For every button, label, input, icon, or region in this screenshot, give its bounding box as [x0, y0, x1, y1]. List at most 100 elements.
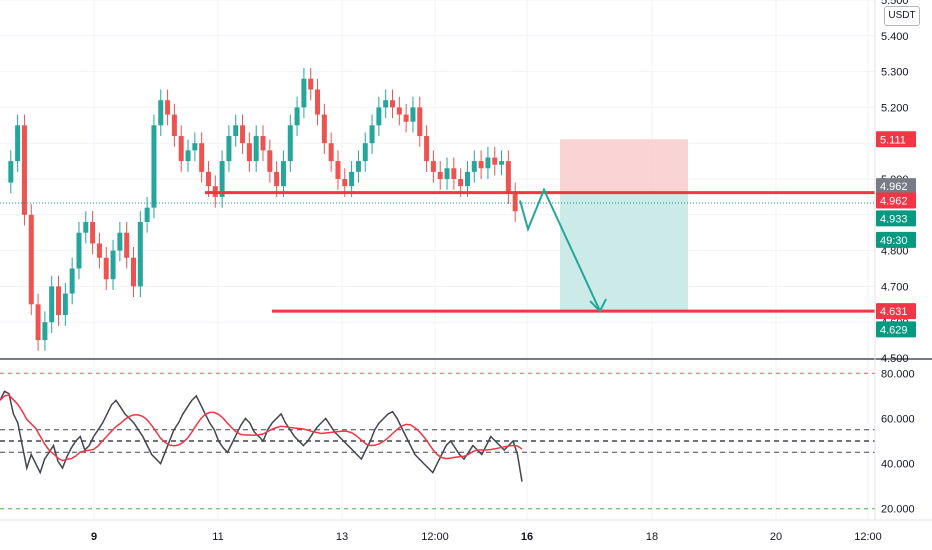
candle-body: [376, 107, 382, 126]
candle-body: [512, 193, 518, 212]
candle-body: [342, 179, 348, 187]
rsi-y-tick-label: 40.000: [881, 459, 915, 471]
risk-zone: [560, 139, 688, 193]
x-tick-label: 9: [91, 531, 97, 543]
price-tag-label: 4.933: [880, 213, 908, 225]
candle-body: [103, 257, 109, 280]
y-tick-label: 4.800: [881, 246, 909, 258]
candle-body: [117, 232, 123, 251]
candle-body: [96, 243, 102, 258]
candle-body: [437, 171, 443, 179]
price-tag: [876, 210, 916, 227]
price-tag-label: 4.631: [880, 306, 908, 318]
rsi-line: [0, 390, 523, 482]
horizontal-levels: [205, 191, 875, 313]
candle-body: [90, 221, 96, 244]
candle-body: [294, 107, 300, 126]
candle-body: [362, 143, 368, 162]
candle-body: [219, 161, 225, 197]
candle-body: [287, 125, 293, 162]
x-tick-label: 12:00: [854, 531, 882, 543]
candle-body: [369, 125, 375, 144]
candle-body: [328, 143, 334, 162]
candle-body: [451, 168, 457, 179]
candle-body: [233, 125, 239, 137]
candle-body: [83, 221, 89, 233]
candle-body: [315, 89, 321, 115]
rsi-ma-line: [0, 394, 523, 462]
candle-body: [396, 107, 402, 115]
projection-arrow: [519, 187, 607, 313]
price-tag: [876, 178, 916, 195]
candle-body: [505, 161, 511, 194]
candle-body: [131, 257, 136, 287]
candle-body: [492, 157, 498, 165]
price-tag-label: 4.962: [880, 181, 908, 193]
rsi-y-tick-label: 20.000: [881, 504, 915, 516]
rsi-y-tick-label: 80.000: [881, 368, 915, 380]
x-tick-label: 12:00: [421, 531, 449, 543]
candle-body: [205, 171, 211, 187]
candle-body: [349, 171, 355, 187]
candle-body: [8, 161, 14, 183]
candle-body: [69, 268, 75, 294]
price-tag: [876, 321, 916, 338]
candle-body: [35, 304, 41, 341]
candle-body: [267, 150, 273, 172]
candle-body: [355, 161, 361, 172]
candle-body: [478, 161, 484, 169]
candle-body: [274, 171, 280, 187]
candle-body: [444, 168, 450, 179]
y-tick-label: 5.500: [881, 0, 909, 7]
x-tick-label: 20: [770, 531, 782, 543]
candle-body: [485, 157, 491, 169]
arrow-head: [589, 298, 607, 313]
risk-reward-zones: [560, 139, 688, 312]
candle-body: [178, 136, 184, 162]
price-tag: [876, 192, 916, 209]
candle-body: [28, 214, 34, 305]
y-tick-label: 5.300: [881, 67, 909, 79]
candle-body: [21, 125, 27, 215]
x-tick-label: 18: [646, 531, 658, 543]
candle-body: [144, 207, 150, 222]
candle-body: [383, 100, 389, 108]
candle-body: [158, 100, 164, 126]
price-tag: [876, 131, 916, 148]
candle-body: [137, 221, 143, 287]
candle-body: [15, 125, 21, 162]
candle-body: [403, 114, 409, 122]
candle-body: [430, 161, 436, 172]
y-tick-label: 5.400: [881, 31, 909, 43]
candle-body: [226, 136, 232, 162]
x-tick-label: 16: [521, 531, 533, 543]
candle-body: [308, 78, 314, 90]
candle-body: [464, 171, 470, 187]
candle-body: [499, 161, 505, 165]
candle-body: [110, 250, 116, 280]
candle-body: [124, 232, 130, 258]
y-tick-label: 4.500: [881, 353, 909, 365]
candle-body: [56, 286, 62, 316]
rsi-indicator: [0, 372, 875, 510]
currency-badge[interactable]: USDT: [884, 6, 920, 26]
price-series: [0, 68, 875, 351]
price-tag-label: 49:30: [880, 235, 908, 247]
candle-body: [280, 161, 286, 187]
x-tick-label: 13: [336, 531, 348, 543]
rsi-y-tick-label: 60.000: [881, 413, 915, 425]
candle-body: [458, 179, 464, 187]
candle-body: [171, 114, 177, 137]
candle-body: [301, 78, 307, 108]
x-tick-label: 11: [212, 531, 223, 543]
candle-body: [417, 107, 423, 137]
projection-path: [519, 187, 601, 312]
candle-body: [335, 161, 341, 179]
candle-body: [199, 143, 205, 172]
y-tick-label: 5.200: [881, 102, 909, 114]
candle-body: [390, 100, 395, 108]
price-tag: [876, 303, 916, 320]
candle-body: [151, 125, 157, 208]
